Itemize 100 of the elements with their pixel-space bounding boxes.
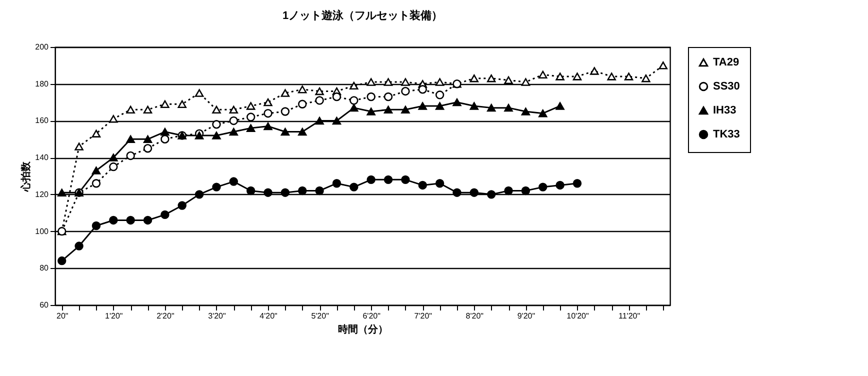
point [280,107,290,116]
point [538,182,548,192]
point [332,116,342,125]
point [366,78,376,86]
point [556,180,564,190]
point [280,188,290,197]
point [401,78,410,86]
point [160,100,170,108]
point [538,70,548,79]
point [470,102,479,110]
point [470,74,479,82]
point [366,175,376,184]
point [315,116,324,125]
point [212,132,221,140]
point [521,108,530,116]
point [264,98,272,106]
point [109,154,118,162]
x-tick-label: 20" [56,312,68,320]
point [126,135,135,144]
point [143,216,152,225]
point [435,102,444,110]
legend-label: SS30 [713,80,740,92]
point [556,102,564,110]
y-tick-label: 200 [35,42,50,52]
point [486,104,496,112]
point [298,186,307,196]
point [264,108,272,118]
point [332,179,342,188]
y-tick-label: 100 [35,226,50,236]
point [212,182,221,192]
point [315,96,324,105]
point [315,186,324,196]
point [229,106,238,114]
point [452,98,462,106]
point [264,188,272,197]
point [160,210,170,220]
x-tick-label: 6'20" [362,312,381,320]
point [298,86,307,94]
point [418,180,427,190]
point [435,90,444,100]
x-tick-label: 9'20" [517,312,536,320]
y-tick-label: 140 [35,153,50,162]
legend-label: TK33 [713,128,740,140]
legend-label: TA29 [713,56,740,68]
point [92,179,101,188]
point [298,100,307,108]
point [590,67,599,75]
point [556,72,564,80]
y-tick-label: 160 [35,116,50,126]
point [92,166,101,174]
point [658,62,668,70]
point [470,188,479,197]
point [332,92,342,102]
point [246,102,256,110]
point [109,115,118,123]
legend-label: IH33 [713,104,736,116]
point [350,104,358,112]
point [194,190,204,199]
point [212,106,221,114]
point [350,182,358,192]
point [212,120,221,129]
point [109,216,118,225]
point [126,106,135,114]
point [384,175,393,184]
point [298,128,307,136]
y-axis-title: 心拍数 [20,160,32,192]
x-tick-label: 10'20" [566,312,589,320]
point [486,190,496,199]
point [350,96,358,105]
x-tick-label: 7'20" [414,312,432,320]
point [229,116,238,126]
point [350,82,358,90]
point [280,89,290,97]
point [401,106,410,114]
y-tick-label: 80 [40,264,50,273]
point [143,106,152,114]
point [418,102,427,110]
point [504,76,513,84]
x-tick-label: 4'20" [260,312,278,320]
point [92,221,101,230]
point [194,89,204,97]
point [538,109,548,118]
point [126,151,135,160]
point [280,128,290,136]
point [504,186,513,196]
point [109,162,118,172]
y-tick-label: 60 [40,300,50,310]
point [366,92,376,102]
point [246,186,256,196]
point [572,179,582,188]
point [384,92,393,102]
point [366,108,376,116]
point [74,142,84,150]
point [435,179,444,188]
point [504,104,513,112]
y-tick-label: 120 [35,190,50,199]
point [92,130,101,138]
point [246,124,256,132]
point [521,186,530,196]
point [246,112,256,122]
